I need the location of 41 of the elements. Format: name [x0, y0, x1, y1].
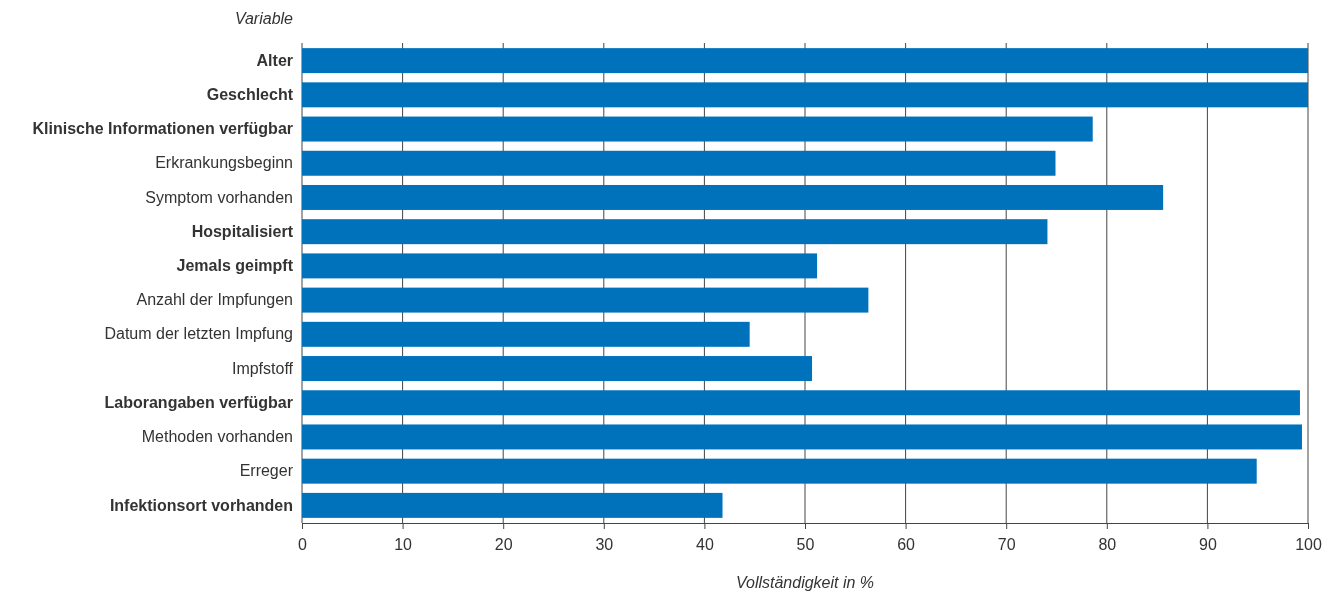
y-tick-label: Impfstoff	[231, 359, 294, 377]
x-tick-label: 70	[997, 535, 1016, 553]
x-tick-label: 0	[298, 535, 308, 553]
y-tick-label: Laborangaben verfügbar	[104, 393, 293, 411]
bar	[302, 390, 1300, 416]
y-tick-label: Symptom vorhanden	[145, 188, 293, 206]
x-tick-label: 50	[796, 535, 815, 553]
bar	[302, 253, 818, 279]
bar	[302, 116, 1093, 142]
bar	[302, 458, 1257, 484]
bar	[302, 184, 1164, 210]
y-tick-label: Methoden vorhanden	[141, 428, 293, 446]
x-tick-label: 30	[595, 535, 614, 553]
x-tick-label: 90	[1199, 535, 1217, 553]
x-tick-label: 10	[394, 535, 413, 553]
y-tick-label: Alter	[256, 51, 293, 69]
bar	[302, 356, 813, 382]
x-tick-label: 20	[494, 535, 513, 553]
x-tick-label: 40	[696, 535, 714, 553]
y-tick-label: Klinische Informationen verfügbar	[32, 120, 293, 138]
bar	[302, 48, 1308, 74]
y-tick-label: Anzahl der Impfungen	[136, 291, 293, 309]
bar	[302, 219, 1048, 245]
x-tick-label: 80	[1098, 535, 1117, 553]
y-tick-label: Geschlecht	[206, 85, 294, 103]
x-tick-label: 100	[1295, 535, 1322, 553]
y-tick-label: Hospitalisiert	[191, 222, 294, 240]
x-axis-title: Vollständigkeit in %	[735, 574, 875, 591]
y-tick-label: Erkrankungsbeginn	[155, 154, 293, 172]
bar	[302, 321, 750, 347]
bar	[302, 150, 1056, 176]
bar	[302, 287, 869, 313]
bar	[302, 82, 1308, 108]
x-tick-label: 60	[897, 535, 916, 553]
y-tick-label: Infektionsort vorhanden	[109, 496, 293, 514]
y-axis-title: Variable	[234, 10, 294, 27]
y-tick-label: Datum der letzten Impfung	[104, 325, 293, 343]
y-tick-label: Jemals geimpft	[176, 257, 294, 275]
bar	[302, 424, 1302, 450]
y-tick-label: Erreger	[239, 462, 294, 480]
bar	[302, 492, 723, 518]
